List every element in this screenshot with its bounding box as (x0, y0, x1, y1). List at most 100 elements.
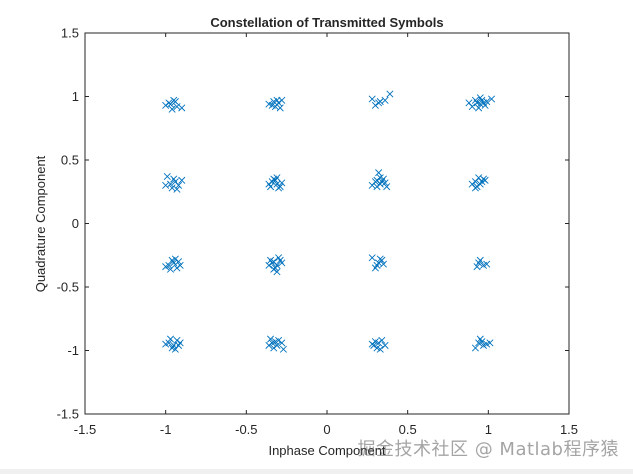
x-tick-label: 0 (323, 422, 330, 437)
data-point-x-marker (166, 180, 175, 188)
data-point-x-marker (376, 255, 384, 263)
data-point-x-marker (171, 255, 179, 263)
data-point-x-marker (265, 341, 273, 349)
y-tick-label: -1 (67, 343, 79, 358)
data-point-x-marker (273, 174, 281, 182)
data-point-x-marker (471, 184, 479, 192)
data-point-x-marker (267, 335, 275, 343)
data-point-x-marker (278, 96, 286, 104)
data-point-x-marker (273, 180, 281, 188)
x-tick-label: 1.5 (560, 422, 578, 437)
data-point-x-marker (473, 263, 481, 271)
data-point-x-marker (178, 176, 186, 184)
data-point-x-marker (178, 104, 186, 112)
x-axis-label: Inphase Component (268, 443, 385, 458)
data-point-x-marker (170, 175, 178, 183)
data-point-x-marker (278, 339, 286, 347)
data-point-x-marker (483, 260, 491, 268)
data-point-x-marker (265, 261, 273, 269)
x-tick-label: -1 (160, 422, 172, 437)
y-axis-label: Quadrature Component (33, 155, 48, 292)
y-tick-label: 0 (72, 216, 79, 231)
y-axis-ticks: -1.5 -1 -0.5 0 0.5 1 1.5 (57, 26, 569, 422)
data-point-x-marker (371, 264, 379, 272)
data-point-x-marker (481, 176, 489, 184)
data-point-x-marker (267, 183, 275, 191)
data-point-x-marker (275, 99, 283, 107)
data-point-x-marker (275, 184, 283, 192)
data-point-x-marker (175, 258, 183, 266)
data-point-x-marker (378, 336, 386, 344)
data-point-x-marker (376, 345, 384, 353)
data-point-x-marker (471, 96, 479, 104)
data-point-x-marker (163, 172, 171, 181)
data-point-x-marker (488, 95, 496, 103)
data-point-x-marker (273, 341, 281, 349)
data-point-x-marker (386, 90, 394, 98)
data-point-x-marker (383, 183, 391, 191)
watermark-text: 掘金技术社区 @ Matlab程序猿 (357, 439, 619, 460)
data-point-x-marker (175, 341, 183, 349)
y-tick-label: 1.5 (61, 26, 79, 41)
data-point-x-marker (166, 265, 175, 273)
data-point-x-marker (476, 94, 484, 102)
data-point-x-marker (475, 104, 483, 112)
data-point-x-marker (271, 264, 279, 272)
data-point-x-marker (168, 184, 176, 192)
data-point-x-marker (278, 259, 286, 267)
data-point-x-marker (275, 254, 283, 262)
data-point-x-marker (368, 340, 376, 348)
data-points (162, 90, 496, 353)
data-point-x-marker (175, 181, 183, 189)
data-point-x-marker (381, 341, 389, 349)
data-point-x-marker (173, 103, 181, 111)
data-point-x-marker (486, 339, 494, 347)
data-point-x-marker (176, 261, 184, 269)
chart-title: Constellation of Transmitted Symbols (210, 15, 443, 30)
y-tick-label: -0.5 (57, 280, 79, 295)
data-point-x-marker (376, 174, 384, 182)
data-point-x-marker (471, 344, 479, 352)
x-tick-label: 0.5 (399, 422, 417, 437)
data-point-x-marker (166, 100, 175, 108)
data-point-x-marker (166, 335, 175, 343)
y-tick-label: -1.5 (57, 407, 79, 422)
data-point-x-marker (270, 98, 278, 106)
data-point-x-marker (475, 174, 483, 182)
plot-area (84, 32, 570, 415)
data-point-x-marker (375, 169, 383, 177)
data-point-x-marker (265, 100, 273, 108)
data-point-x-marker (371, 101, 379, 109)
data-point-x-marker (173, 264, 181, 272)
data-point-x-marker (168, 105, 176, 113)
data-point-x-marker (276, 104, 284, 112)
x-axis-ticks: -1.5 -1 -0.5 0 0.5 1 1.5 (74, 33, 578, 437)
y-tick-label: 1 (72, 89, 79, 104)
data-point-x-marker (270, 258, 278, 266)
x-tick-label: -1.5 (74, 422, 96, 437)
x-tick-label: 1 (485, 422, 492, 437)
data-point-x-marker (162, 101, 170, 109)
x-tick-label: -0.5 (235, 422, 257, 437)
data-point-x-marker (376, 98, 384, 106)
data-point-x-marker (368, 254, 376, 262)
data-point-x-marker (379, 260, 387, 268)
data-point-x-marker (173, 185, 181, 193)
data-point-x-marker (465, 99, 473, 107)
data-point-x-marker (373, 176, 381, 184)
data-point-x-marker (368, 95, 376, 103)
data-point-x-marker (273, 268, 281, 276)
data-point-x-marker (483, 98, 491, 106)
data-point-x-marker (476, 100, 484, 108)
data-point-x-marker (173, 336, 181, 344)
data-point-x-marker (371, 338, 379, 346)
data-point-x-marker (271, 338, 279, 346)
data-point-x-marker (279, 345, 287, 353)
data-point-x-marker (162, 263, 170, 271)
y-tick-label: 0.5 (61, 153, 79, 168)
data-point-x-marker (478, 338, 486, 346)
data-point-x-marker (171, 98, 179, 106)
data-point-x-marker (476, 256, 484, 264)
